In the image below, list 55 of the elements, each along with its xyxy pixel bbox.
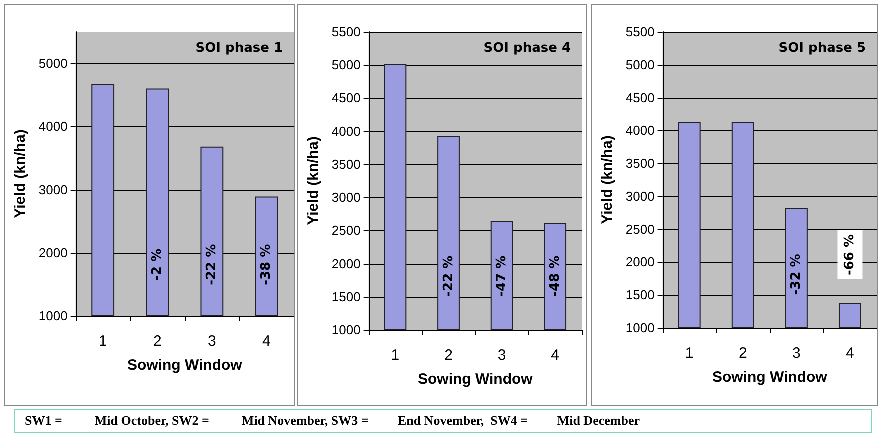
x-axis-title: Sowing Window [127, 357, 243, 374]
y-tick-label: 1500 [332, 289, 361, 304]
text: SW1 = Mid October, SW2 = Mid November, SW3 = End November, SW4 = Mid December [14, 409, 872, 433]
y-tick-label: 4500 [332, 90, 361, 106]
x-tick-label: 1 [391, 347, 400, 364]
y-tick-label: 5500 [332, 24, 361, 40]
text: SOI phase 5 [778, 41, 866, 56]
y-tick-label: 2000 [38, 245, 68, 260]
y-axis-title: Yield (kn/ha) [599, 136, 616, 224]
x-axis-title: Sowing Window [712, 369, 828, 386]
y-tick-label: 5500 [626, 24, 655, 40]
y-tick-label: 3000 [626, 188, 655, 204]
annotation: -22 % [204, 244, 220, 286]
x-tick-label: 4 [262, 333, 271, 350]
x-tick-label: 2 [153, 333, 162, 350]
y-tick-label: 4000 [626, 123, 655, 138]
y-tick-label: 4500 [626, 90, 655, 106]
y-tick-label: 3500 [332, 156, 361, 172]
y-axis-title: Yield (kn/ha) [12, 130, 29, 218]
y-tick-label: 2000 [332, 256, 361, 272]
text: SOI phase 1 [196, 41, 284, 56]
x-axis-title: Sowing Window [418, 371, 534, 388]
y-tick-label: 5000 [332, 58, 361, 73]
x-tick-label: 4 [846, 345, 854, 362]
y-tick-label: 1000 [38, 308, 68, 324]
x-tick-label: 1 [685, 345, 694, 362]
x-tick-label: 3 [208, 333, 216, 350]
y-tick-label: 1500 [626, 288, 655, 303]
y-tick-label: 2500 [332, 223, 361, 238]
y-tick-label: 5000 [626, 57, 655, 72]
text: SOI phase 4 [484, 41, 572, 56]
y-tick-label: 2000 [626, 254, 655, 270]
annotation: -38 % [259, 244, 274, 286]
y-tick-label: 3500 [626, 156, 655, 172]
x-tick-label: 3 [498, 347, 506, 364]
y-tick-label: 1000 [626, 320, 655, 336]
annotation: -48 % [548, 256, 563, 297]
y-tick-label: 1000 [332, 322, 361, 338]
annotation: -2 % [150, 248, 166, 281]
y-tick-label: 2500 [626, 222, 655, 237]
y-tick-label: 3000 [38, 182, 68, 198]
x-tick-label: 2 [738, 345, 748, 362]
x-tick-label: 3 [792, 345, 801, 362]
annotation: -22 % [441, 256, 456, 297]
annotation: -47 % [494, 256, 510, 297]
x-tick-label: 2 [444, 347, 453, 364]
y-tick-label: 4000 [38, 119, 68, 134]
x-tick-label: 1 [98, 333, 108, 350]
y-tick-label: 4000 [332, 124, 361, 139]
y-axis-title: Yield (kn/ha) [305, 136, 322, 226]
y-tick-label: 5000 [38, 56, 68, 72]
annotation: -32 % [789, 254, 804, 296]
y-tick-label: 3000 [332, 190, 361, 206]
annotation: -66 % [842, 234, 858, 276]
x-tick-label: 4 [551, 347, 560, 364]
